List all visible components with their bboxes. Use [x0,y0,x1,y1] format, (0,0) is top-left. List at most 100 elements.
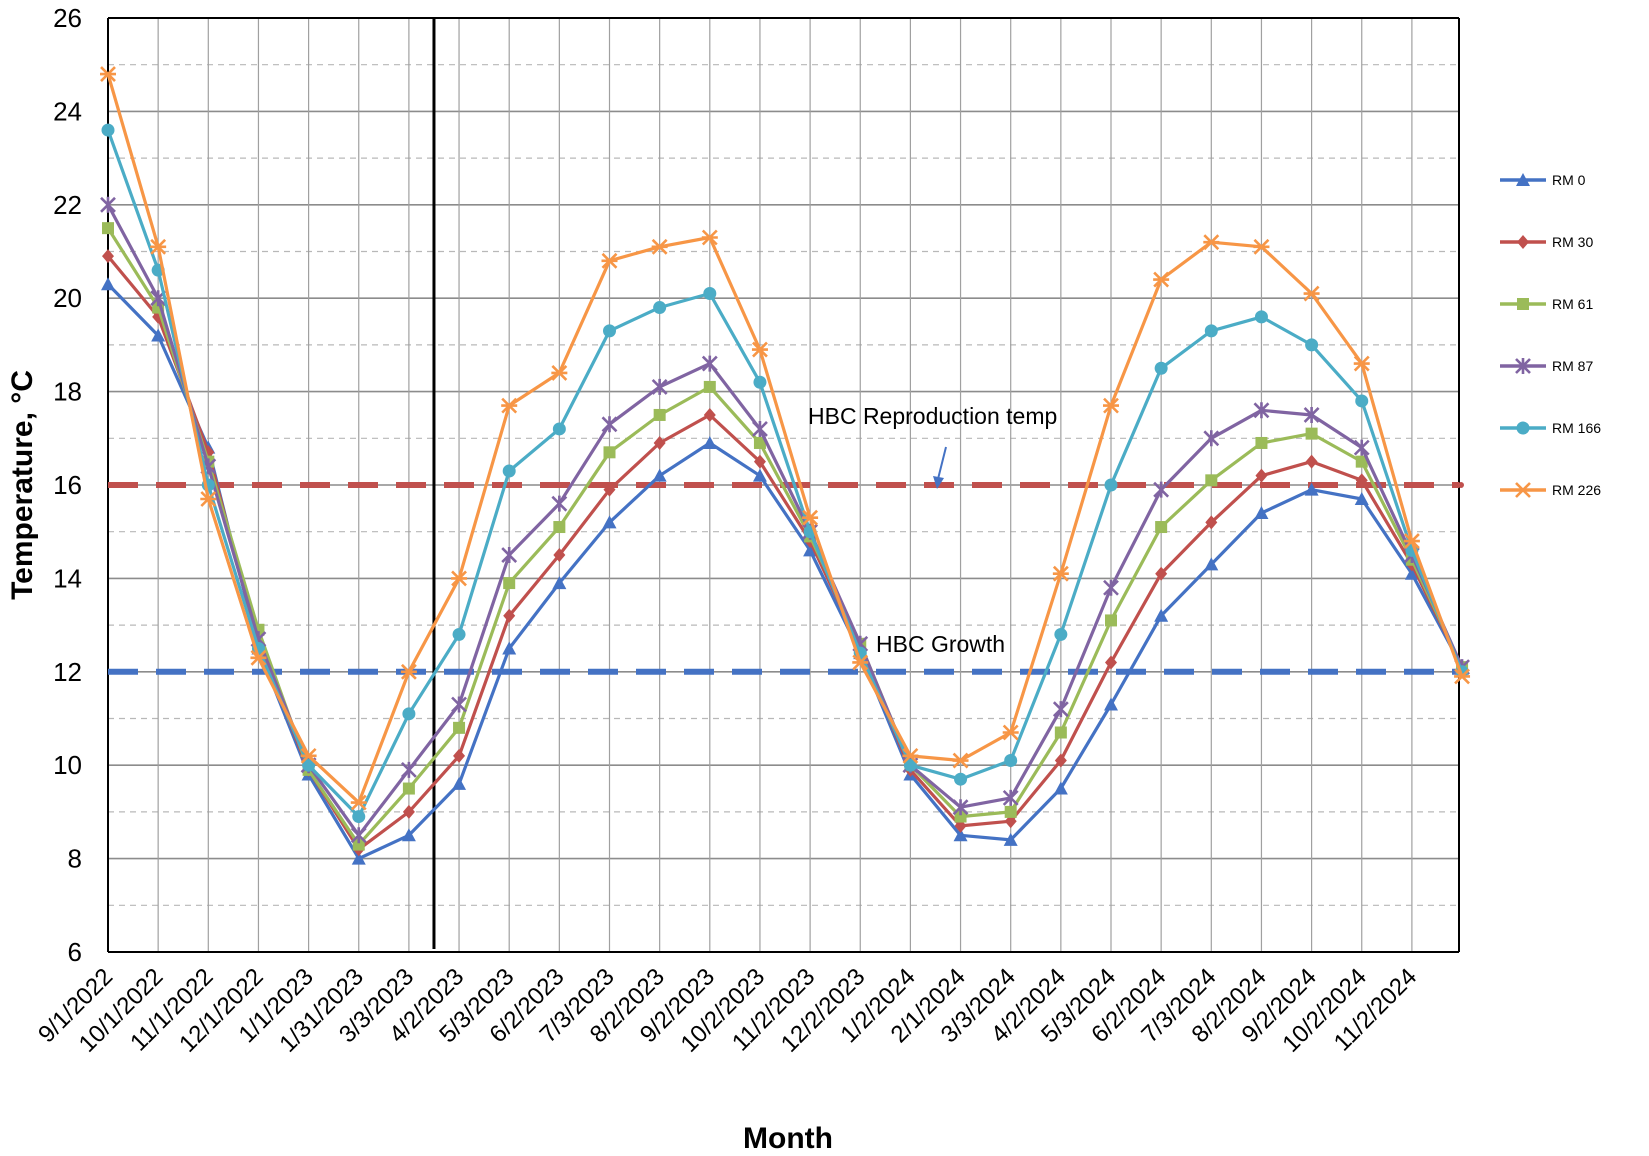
data-point [703,380,716,393]
data-point [1054,627,1068,641]
y-tick-label: 10 [53,750,82,780]
legend-entry: RM 226 [1500,482,1601,498]
annotation-arrow [937,446,947,480]
data-point [753,454,766,469]
data-point [300,747,317,764]
data-point [553,521,566,534]
data-point [753,436,766,449]
data-point [1355,473,1368,488]
data-point [400,761,417,778]
data-point [451,570,468,587]
data-point [503,577,516,590]
data-point [352,810,366,824]
data-point [1003,832,1018,846]
data-point [603,446,616,459]
data-point [1105,614,1117,627]
data-point [350,794,367,811]
y-tick-label: 14 [53,563,82,593]
data-point [954,810,967,823]
series-rm-87 [100,196,1470,844]
data-point [653,408,666,421]
data-point [352,838,365,851]
legend-entry: RM 87 [1500,358,1593,374]
legend-label: RM 30 [1552,234,1593,250]
data-point [451,696,467,713]
data-point [453,721,466,734]
y-tick-label: 8 [68,844,82,874]
data-point [752,468,767,482]
data-point [1255,468,1268,483]
data-point [151,328,166,342]
data-point [1203,234,1220,251]
legend-marker [1516,421,1530,435]
data-point [653,301,667,315]
data-point [1303,406,1320,423]
data-point [502,464,516,478]
data-point [1154,608,1169,622]
data-point [1355,394,1369,408]
data-point [1002,724,1019,741]
data-point [1255,436,1268,449]
data-point [903,758,917,772]
data-point [1004,754,1018,768]
data-point [1204,324,1218,338]
data-point [503,608,516,623]
data-point [603,482,616,497]
data-point [551,495,568,512]
data-point [1155,566,1168,581]
data-point [551,365,568,381]
y-tick-label: 6 [68,937,82,967]
x-axis-title: Month [743,1122,833,1155]
y-axis-title: Temperature, °C [6,370,39,600]
data-point [954,772,968,786]
data-point [453,748,466,763]
y-axis-ticks: 6 8 10 12 14 16 18 20 22 24 26 [53,3,82,967]
data-point [601,252,618,269]
legend-label: RM 166 [1552,420,1601,436]
data-point [1404,566,1419,580]
data-point [1203,430,1220,447]
legend-entry: RM 30 [1500,234,1593,250]
data-point [1454,668,1471,685]
data-point [100,66,116,82]
data-point [302,758,316,772]
data-point [402,707,416,721]
data-point [150,238,167,255]
data-point [1305,454,1318,469]
data-point [101,277,115,291]
data-point [952,799,969,816]
data-point [351,851,366,865]
data-point [953,828,968,842]
data-point [501,397,518,414]
data-point [401,828,416,842]
data-point [553,548,566,563]
data-point [400,663,417,680]
legend-label: RM 226 [1552,482,1601,498]
data-point [1054,726,1067,739]
data-point [701,229,718,246]
y-tick-label: 26 [53,3,82,33]
annotation-arrowhead [933,476,944,489]
legend-marker [1515,358,1531,374]
data-point [452,776,467,790]
data-point [1053,781,1068,795]
data-point [102,222,114,235]
series-line [106,204,1464,837]
data-point [1103,397,1119,414]
legend-marker [1517,235,1529,249]
legend-label: RM 0 [1552,172,1586,188]
data-point [1002,789,1019,806]
data-point [1105,655,1117,670]
series-rm-166 [101,123,1469,824]
legend-label: RM 61 [1552,296,1593,312]
data-point [452,627,466,641]
data-point [1155,521,1168,534]
data-point [1403,533,1420,549]
legend-entry: RM 0 [1500,172,1586,188]
y-tick-label: 16 [53,470,82,500]
data-point [1104,478,1118,492]
y-tick-label: 24 [53,96,82,126]
legend-entry: RM 166 [1500,420,1601,436]
data-point [1253,238,1270,255]
